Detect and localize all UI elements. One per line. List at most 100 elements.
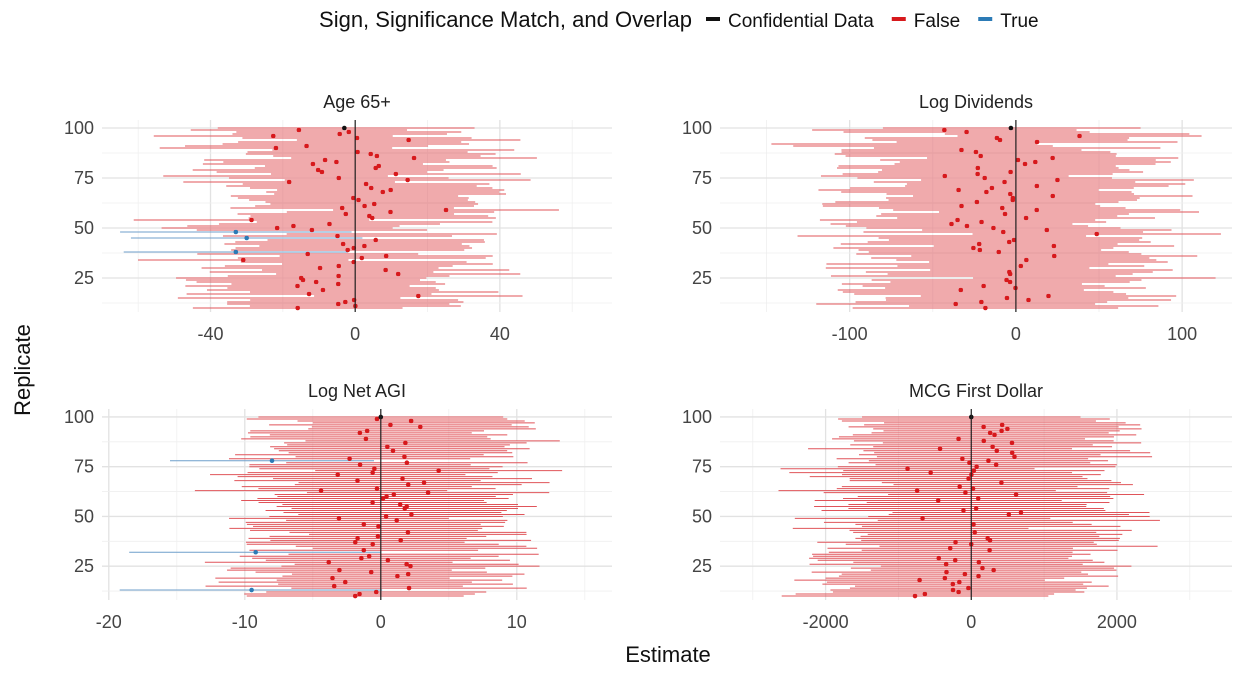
y-tick-label: 100 [64, 407, 94, 427]
x-tick-label: 40 [490, 324, 510, 344]
false-replicate-point [373, 589, 379, 595]
false-replicate-point [368, 185, 374, 191]
false-replicate-point [370, 470, 375, 475]
false-replicate-point [994, 448, 1000, 454]
false-replicate-point [388, 187, 393, 193]
legend-item: Confidential Data [706, 11, 874, 32]
false-replicate-point [1007, 279, 1013, 285]
false-replicate-point [394, 518, 400, 523]
false-replicate-point [385, 444, 390, 450]
false-replicate-point [322, 157, 328, 163]
false-replicate-point [966, 476, 971, 481]
y-tick-label: 75 [74, 457, 94, 477]
false-replicate-point [944, 569, 949, 575]
false-replicate-point [999, 205, 1005, 211]
legend-items: Confidential Data False True [706, 11, 1039, 32]
false-replicate-point [370, 541, 376, 547]
legend-title: Sign, Significance Match, and Overlap [319, 7, 692, 32]
y-tick-label: 50 [74, 506, 94, 526]
false-replicate-point [1002, 211, 1008, 217]
false-replicate-point [972, 530, 978, 535]
false-replicate-point [295, 283, 300, 289]
false-replicate-point [1011, 237, 1017, 243]
false-replicate-point [340, 241, 346, 247]
false-replicate-point [357, 430, 363, 436]
false-replicate-point [351, 195, 356, 201]
false-replicate-point [357, 591, 362, 597]
false-replicate-point [405, 530, 411, 535]
false-replicate-point [364, 428, 370, 434]
y-tick-label: 100 [64, 118, 94, 138]
false-replicate-point [421, 480, 427, 485]
false-replicate-point [981, 438, 987, 444]
replicate-intervals [771, 127, 1221, 309]
false-replicate-point [956, 187, 961, 193]
false-replicate-point [1005, 426, 1010, 432]
false-replicate-point [374, 153, 380, 159]
false-replicate-point [355, 149, 360, 155]
false-replicate-point [357, 462, 363, 468]
false-replicate-point [408, 563, 413, 569]
x-axis-label: Estimate [625, 642, 711, 667]
false-replicate-point [950, 581, 956, 587]
false-replicate-point [347, 456, 352, 462]
true-replicate-point [233, 249, 239, 255]
false-replicate-point [393, 171, 399, 177]
x-tick-label: -10 [232, 612, 258, 632]
false-replicate-point [362, 203, 367, 209]
false-replicate-point [330, 575, 335, 581]
false-replicate-point [367, 213, 372, 219]
false-replicate-point [409, 512, 414, 517]
false-replicate-point [320, 287, 326, 293]
false-replicate-point [327, 221, 332, 227]
false-replicate-point [975, 496, 981, 501]
false-replicate-point [1026, 297, 1031, 303]
false-replicate-point [406, 585, 412, 591]
false-replicate-point [1004, 277, 1009, 283]
false-replicate-point [395, 271, 401, 277]
false-replicate-point [249, 217, 254, 223]
false-replicate-point [318, 488, 324, 493]
false-replicate-point [1051, 243, 1057, 249]
x-tick-label: -100 [832, 324, 868, 344]
false-replicate-point [1009, 450, 1015, 456]
false-replicate-point [1015, 157, 1021, 163]
false-replicate-point [1013, 492, 1019, 497]
false-replicate-point [274, 225, 280, 231]
false-replicate-point [994, 135, 1000, 141]
false-replicate-point [331, 583, 337, 589]
false-replicate-point [1006, 239, 1012, 245]
legend-label: False [914, 11, 960, 32]
false-replicate-point [397, 502, 403, 507]
false-replicate-point [395, 573, 400, 579]
false-replicate-point [405, 571, 411, 577]
legend-label: Confidential Data [728, 11, 874, 32]
false-replicate-point [1034, 139, 1040, 145]
y-tick-label: 50 [692, 218, 712, 238]
false-replicate-point [960, 456, 965, 462]
false-replicate-point [375, 534, 381, 539]
false-replicate-point [991, 567, 996, 573]
false-replicate-point [361, 522, 367, 527]
false-replicate-point [354, 135, 360, 141]
false-replicate-point [355, 478, 360, 483]
false-replicate-point [336, 516, 342, 521]
replicate-intervals [119, 416, 563, 597]
false-replicate-point [310, 161, 316, 167]
false-replicate-point [355, 536, 360, 541]
false-replicate-point [993, 462, 999, 468]
false-replicate-point [363, 181, 369, 187]
false-replicate-point [390, 448, 396, 454]
false-replicate-point [976, 559, 982, 565]
legend-key [706, 17, 720, 21]
false-replicate-point [336, 273, 341, 279]
false-replicate-point [1023, 215, 1029, 221]
false-replicate-point [961, 508, 966, 513]
false-replicate-point [403, 440, 408, 446]
false-replicate-point [1007, 269, 1012, 275]
false-replicate-point [336, 175, 342, 181]
false-replicate-point [273, 145, 279, 151]
false-replicate-point [376, 163, 382, 169]
y-tick-label: 25 [74, 556, 94, 576]
